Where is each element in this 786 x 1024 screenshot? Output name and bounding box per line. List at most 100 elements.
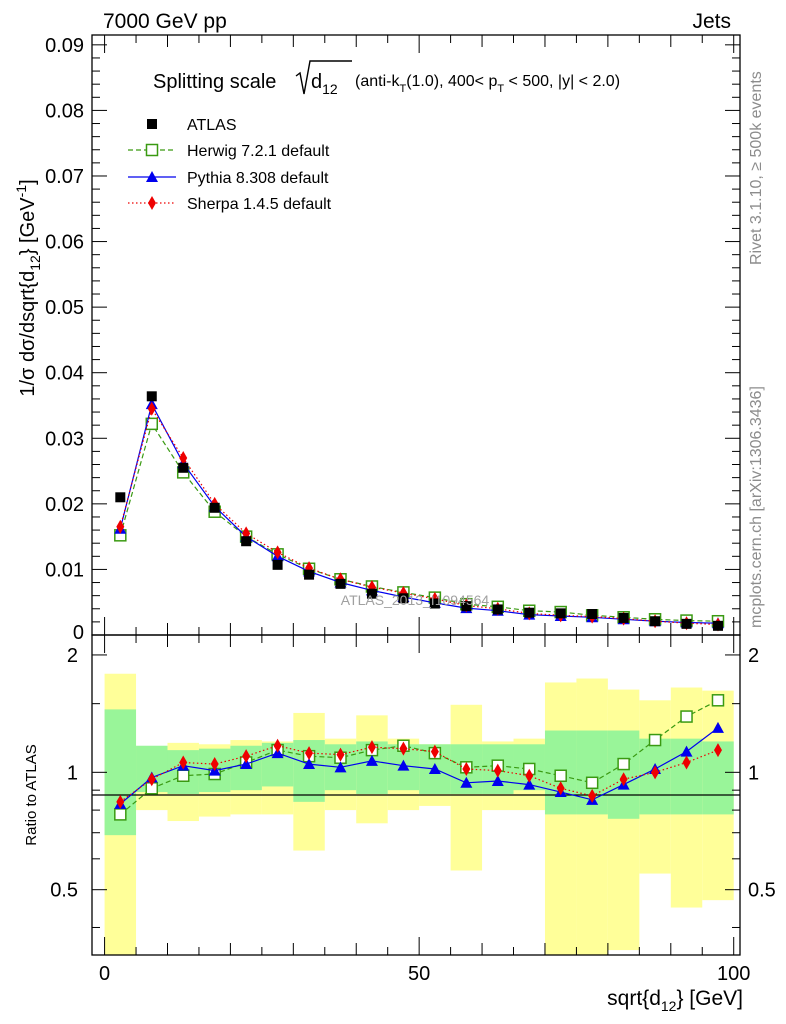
- ratio-sherpa-point: [147, 772, 156, 787]
- main-pythia-line: [119, 402, 719, 624]
- legend-sherpa-label: Sherpa 1.4.5 default: [187, 196, 332, 213]
- main-y-tick-label: 0.09: [45, 35, 84, 57]
- main-sherpa-line: [119, 407, 719, 626]
- ratio-sherpa-point: [210, 757, 219, 772]
- legend-item-pythia: Pythia 8.308 default: [128, 170, 329, 187]
- ratio-pythia-point: [491, 775, 504, 787]
- main-y-tick-label: 0.03: [45, 428, 84, 450]
- legend-herwig-marker: [145, 143, 159, 157]
- ratio-pythia-point: [240, 758, 253, 770]
- header-jets-label: Jets: [692, 10, 731, 33]
- ratio-series-group: [114, 694, 725, 821]
- main-atlas-point: [461, 601, 472, 612]
- legend: ATLAS Herwig 7.2.1 default Pythia 8.308 …: [128, 117, 332, 213]
- ratio-herwig-point: [680, 710, 693, 723]
- legend-item-sherpa: Sherpa 1.4.5 default: [128, 196, 332, 213]
- ratio-total-band-bin: [544, 682, 577, 955]
- legend-sherpa-marker: [148, 196, 156, 210]
- ratio-sherpa-point: [430, 744, 439, 759]
- ratio-sherpa-point: [713, 743, 722, 758]
- title-observable: d12: [311, 71, 338, 97]
- ratio-herwig-point: [585, 776, 599, 790]
- main-atlas-point: [398, 593, 409, 604]
- x-tick-label: 50: [408, 963, 430, 985]
- main-atlas-point: [335, 578, 346, 589]
- main-sherpa-point: [273, 545, 282, 560]
- ratio-pythia-point: [523, 778, 536, 790]
- ratio-sherpa-point: [525, 768, 534, 783]
- ratio-herwig-point: [114, 808, 127, 821]
- ratio-sherpa-point: [116, 794, 125, 809]
- x-tick-label: 0: [99, 963, 110, 985]
- mcplots-reference-text: mcplots.cern.ch [arXiv:1306.3436]: [748, 386, 765, 628]
- ratio-pythia-point: [334, 761, 347, 773]
- main-atlas-point: [304, 569, 315, 580]
- main-atlas-point: [241, 536, 252, 547]
- ratio-pythia-point: [460, 776, 473, 788]
- main-atlas-point: [115, 492, 126, 503]
- ratio-pythia-point: [680, 745, 693, 757]
- main-atlas-point: [650, 616, 661, 627]
- ratio-total-band-bin: [607, 689, 640, 951]
- ratio-sherpa-point: [556, 781, 565, 796]
- legend-pythia-label: Pythia 8.308 default: [187, 170, 329, 187]
- main-atlas-point: [618, 612, 629, 623]
- analysis-watermark: ATLAS_2013_I1094564: [341, 592, 490, 608]
- ratio-sherpa-point: [462, 761, 471, 776]
- ratio-y-tick-label: 2: [67, 645, 78, 667]
- main-atlas-point: [712, 620, 723, 631]
- main-atlas-point: [178, 462, 189, 473]
- ratio-pythia-line: [119, 727, 719, 805]
- ratio-y-tick-label: 1: [67, 762, 78, 784]
- main-atlas-point: [492, 604, 503, 615]
- main-atlas-point: [209, 502, 220, 513]
- main-y-tick-label: 0.04: [45, 363, 84, 385]
- x-tick-label: 100: [717, 963, 750, 985]
- main-sherpa-point: [147, 401, 156, 416]
- title-cuts: (anti-kT(1.0), 400< pT < 500, |y| < 2.0): [355, 73, 620, 95]
- ratio-herwig-point: [554, 769, 567, 782]
- main-atlas-point: [272, 559, 283, 570]
- main-y-axis-label: 1/σ dσ/dsqrt{d12} [GeV-1]: [13, 179, 43, 396]
- ratio-pythia-point: [303, 758, 316, 770]
- legend-atlas-label: ATLAS: [187, 117, 237, 134]
- ratio-sherpa-point: [399, 741, 408, 756]
- x-axis-label: sqrt{d12} [GeV]: [607, 987, 743, 1014]
- plot-title: Splitting scale: [153, 71, 276, 93]
- ratio-uncertainty-bands: [104, 673, 734, 955]
- ratio-sherpa-point: [179, 755, 188, 770]
- legend-herwig-label: Herwig 7.2.1 default: [187, 143, 330, 160]
- ratio-y-tick-label-right: 0.5: [748, 880, 776, 902]
- main-atlas-point: [524, 607, 535, 618]
- title-main: Splitting scale: [153, 71, 276, 93]
- main-y-tick-label: 0.01: [45, 559, 84, 581]
- ratio-sherpa-point: [336, 747, 345, 762]
- legend-item-herwig: Herwig 7.2.1 default: [128, 143, 330, 160]
- ratio-sherpa-point: [242, 749, 251, 764]
- main-series-group: [114, 391, 725, 632]
- ratio-sherpa-point: [367, 740, 376, 755]
- ratio-pythia-point: [397, 759, 410, 771]
- main-atlas-point: [587, 609, 598, 620]
- ratio-sherpa-point: [305, 746, 314, 761]
- ratio-sherpa-point: [588, 788, 597, 803]
- main-y-tick-label-zero: 0: [73, 622, 84, 644]
- main-y-tick-label: 0.05: [45, 297, 84, 319]
- ratio-y-tick-label-right: 2: [748, 645, 759, 667]
- ratio-sherpa-point: [493, 763, 502, 778]
- main-atlas-point: [681, 618, 692, 629]
- legend-pythia-marker: [146, 171, 158, 182]
- legend-atlas-marker: [147, 119, 157, 129]
- main-y-tick-label: 0.06: [45, 232, 84, 254]
- ratio-herwig-point: [648, 733, 662, 747]
- ratio-sherpa-point: [273, 738, 282, 753]
- main-atlas-point: [366, 588, 377, 599]
- header-energy-label: 7000 GeV pp: [103, 10, 227, 33]
- main-atlas-point: [555, 608, 566, 619]
- ratio-pythia-point: [365, 754, 378, 766]
- main-atlas-point: [146, 391, 157, 402]
- main-sherpa-point: [179, 450, 188, 465]
- main-y-tick-label: 0.08: [45, 100, 84, 122]
- ratio-total-band-bin: [576, 678, 608, 955]
- ratio-plot-frame: [91, 634, 741, 956]
